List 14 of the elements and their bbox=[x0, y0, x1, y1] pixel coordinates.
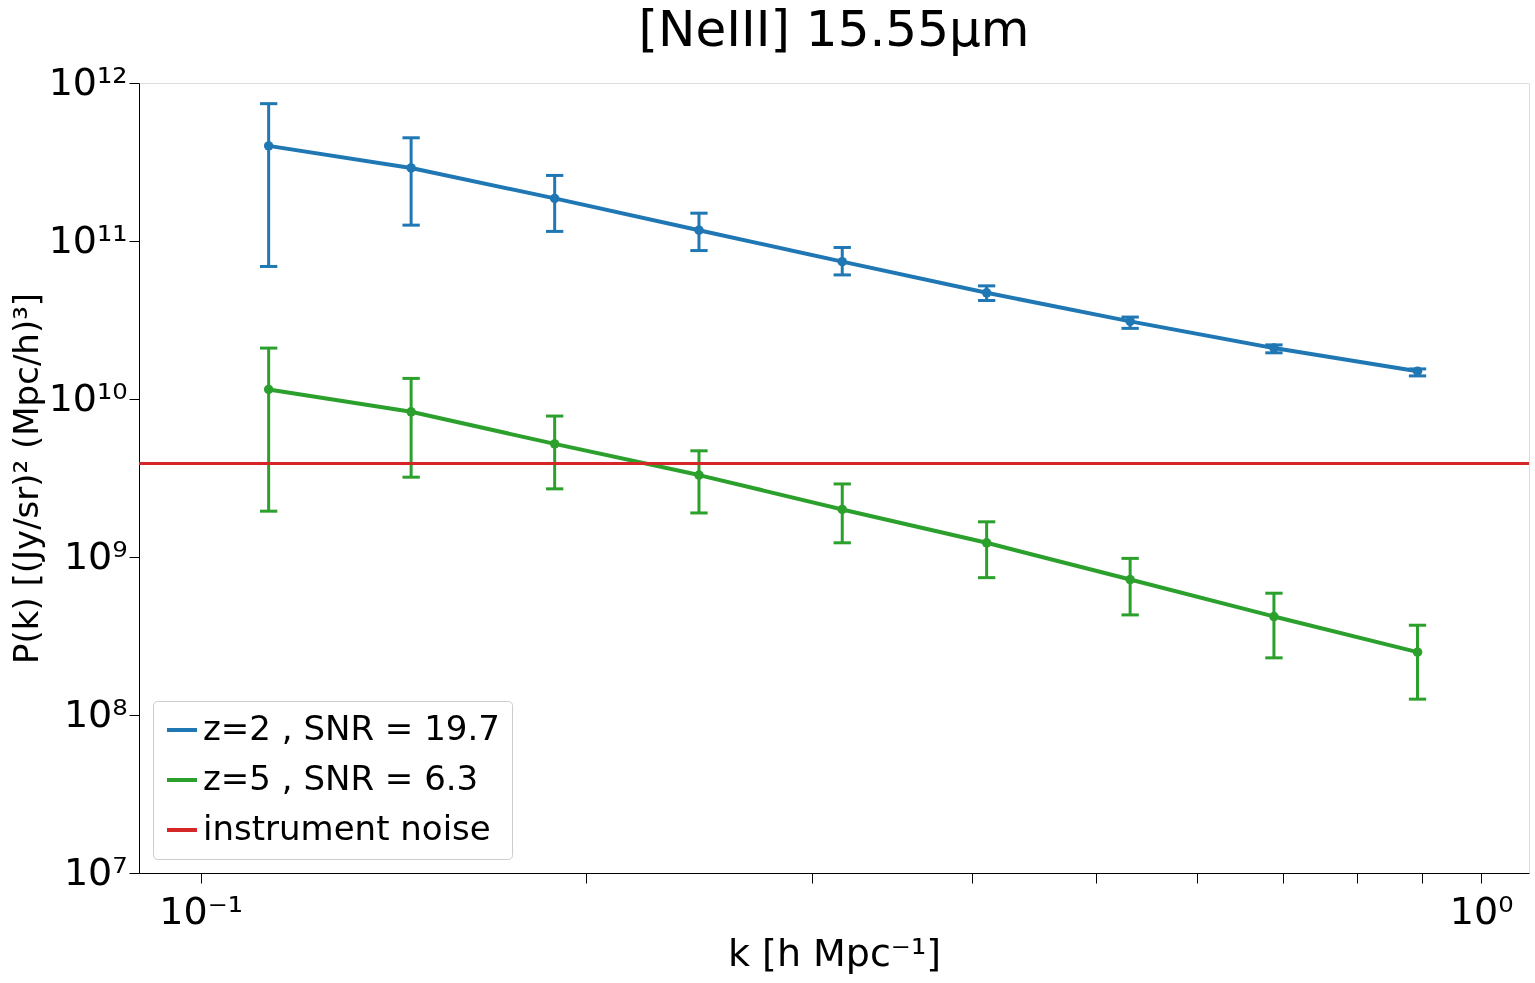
x-tick-label: 10⁰ bbox=[1449, 888, 1514, 933]
legend-label: instrument noise bbox=[203, 808, 491, 848]
x-tick-label: 10⁻¹ bbox=[159, 888, 244, 933]
y-tick-label: 10⁸ bbox=[63, 691, 128, 736]
chart-title: [NeIII] 15.55μm bbox=[638, 0, 1030, 58]
y-tick-label: 10⁷ bbox=[63, 849, 128, 894]
y-tick-label: 10⁹ bbox=[63, 533, 128, 578]
y-tick-label: 10¹⁰ bbox=[48, 375, 128, 420]
y-axis-title: P(k) [(Jy/sr)² (Mpc/h)³] bbox=[5, 292, 46, 665]
y-tick-label: 10¹² bbox=[48, 59, 128, 104]
x-axis-title: k [h Mpc⁻¹] bbox=[728, 930, 941, 975]
legend-label: z=5 , SNR = 6.3 bbox=[203, 758, 479, 798]
y-tick-label: 10¹¹ bbox=[48, 217, 128, 262]
legend-label: z=2 , SNR = 19.7 bbox=[203, 708, 500, 748]
